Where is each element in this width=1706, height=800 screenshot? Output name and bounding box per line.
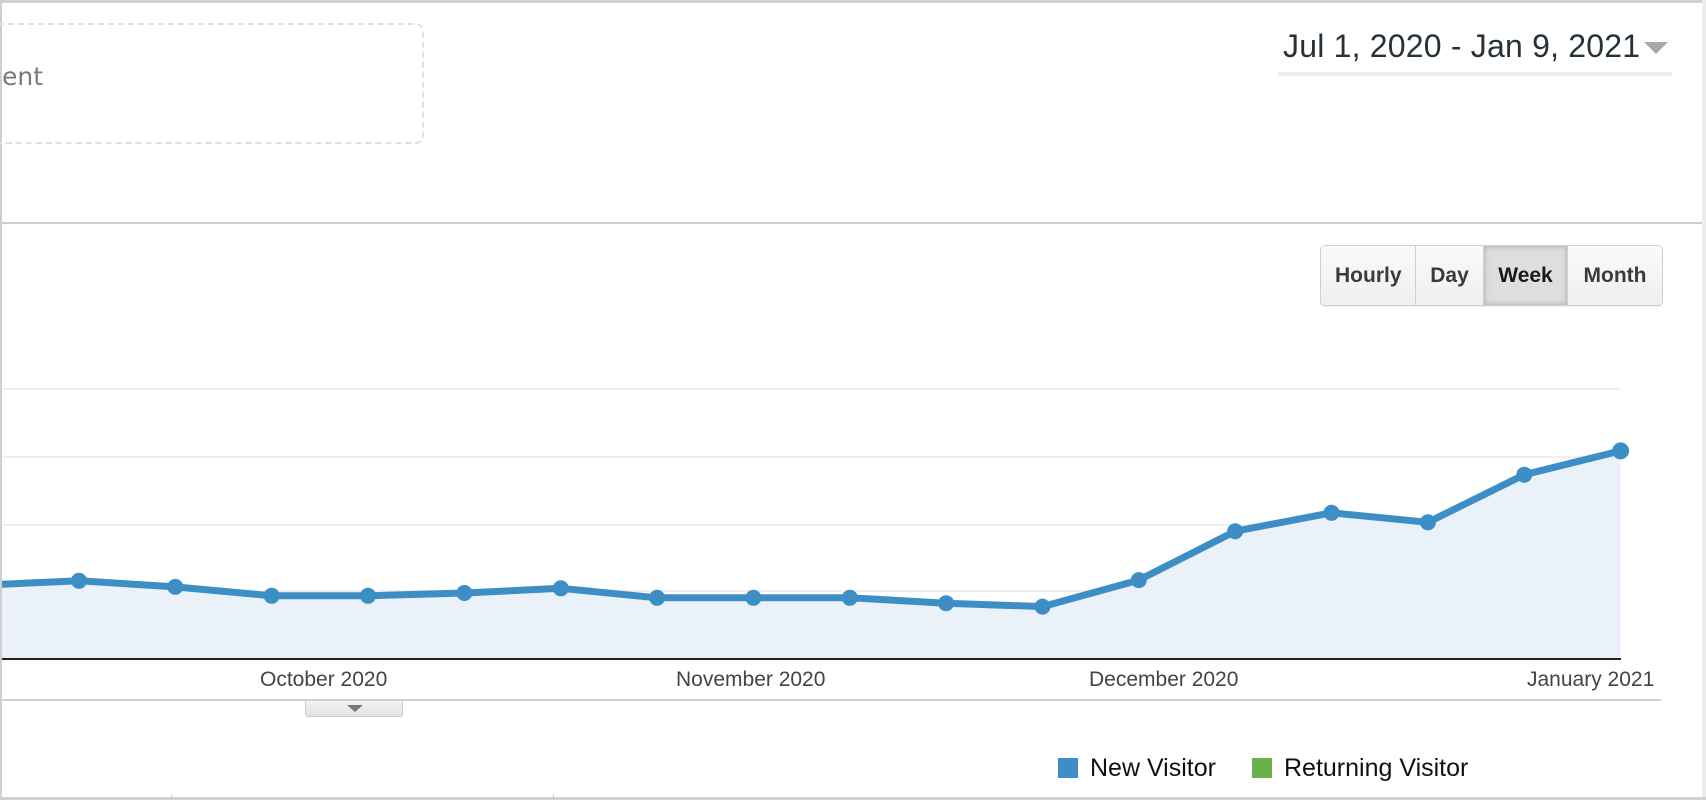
data-point[interactable]	[938, 595, 955, 612]
x-tick-november: November 2020	[676, 668, 826, 691]
data-point[interactable]	[649, 589, 666, 606]
legend-swatch-returning-visitor	[1252, 758, 1272, 778]
legend-label-new-visitor: New Visitor	[1090, 753, 1216, 782]
data-point[interactable]	[841, 589, 858, 606]
section-divider	[0, 222, 1702, 224]
collapse-chart-toggle[interactable]	[305, 701, 403, 717]
legend-item-returning-visitor[interactable]: Returning Visitor	[1252, 752, 1468, 784]
legend-item-new-visitor[interactable]: New Visitor	[1058, 752, 1216, 784]
data-point[interactable]	[360, 587, 376, 604]
x-tick-october: October 2020	[260, 668, 388, 691]
data-point[interactable]	[552, 580, 569, 597]
data-point[interactable]	[456, 585, 473, 601]
window-border-left	[0, 0, 2, 800]
caret-down-icon	[347, 705, 363, 712]
data-point[interactable]	[745, 589, 762, 606]
interval-month-button[interactable]: Month	[1568, 246, 1662, 305]
data-point[interactable]	[1130, 572, 1147, 589]
interval-day-button[interactable]: Day	[1416, 246, 1484, 305]
x-tick-december: December 2020	[1089, 668, 1239, 691]
x-tick-january: January 2021	[1527, 668, 1655, 691]
data-point[interactable]	[263, 587, 280, 604]
window-border-bottom	[0, 797, 1706, 800]
window-border-right	[1702, 0, 1706, 800]
caret-down-icon	[1644, 42, 1668, 54]
data-point[interactable]	[1419, 514, 1436, 531]
new-visitor-series	[1, 442, 1630, 659]
add-segment-label: ent	[2, 62, 44, 91]
window-border-top	[0, 0, 1706, 3]
data-point[interactable]	[1323, 504, 1340, 521]
data-point[interactable]	[167, 578, 184, 595]
date-range-picker[interactable]: Jul 1, 2020 - Jan 9, 2021	[1278, 24, 1672, 76]
date-range-label: Jul 1, 2020 - Jan 9, 2021	[1283, 28, 1641, 64]
data-point[interactable]	[1227, 523, 1244, 540]
interval-week-button[interactable]: Week	[1484, 246, 1568, 305]
data-point[interactable]	[1516, 466, 1533, 483]
chart-bottom-divider	[0, 699, 1661, 701]
data-point[interactable]	[71, 572, 87, 589]
visitors-line-chart	[1, 388, 1630, 660]
data-point[interactable]	[1612, 442, 1630, 460]
add-segment-box[interactable]	[0, 23, 424, 144]
legend-swatch-new-visitor	[1058, 758, 1078, 778]
interval-toggle-group: Hourly Day Week Month	[1320, 245, 1663, 306]
data-point[interactable]	[1034, 598, 1051, 615]
legend-label-returning-visitor: Returning Visitor	[1284, 753, 1469, 782]
interval-hourly-button[interactable]: Hourly	[1321, 246, 1416, 305]
